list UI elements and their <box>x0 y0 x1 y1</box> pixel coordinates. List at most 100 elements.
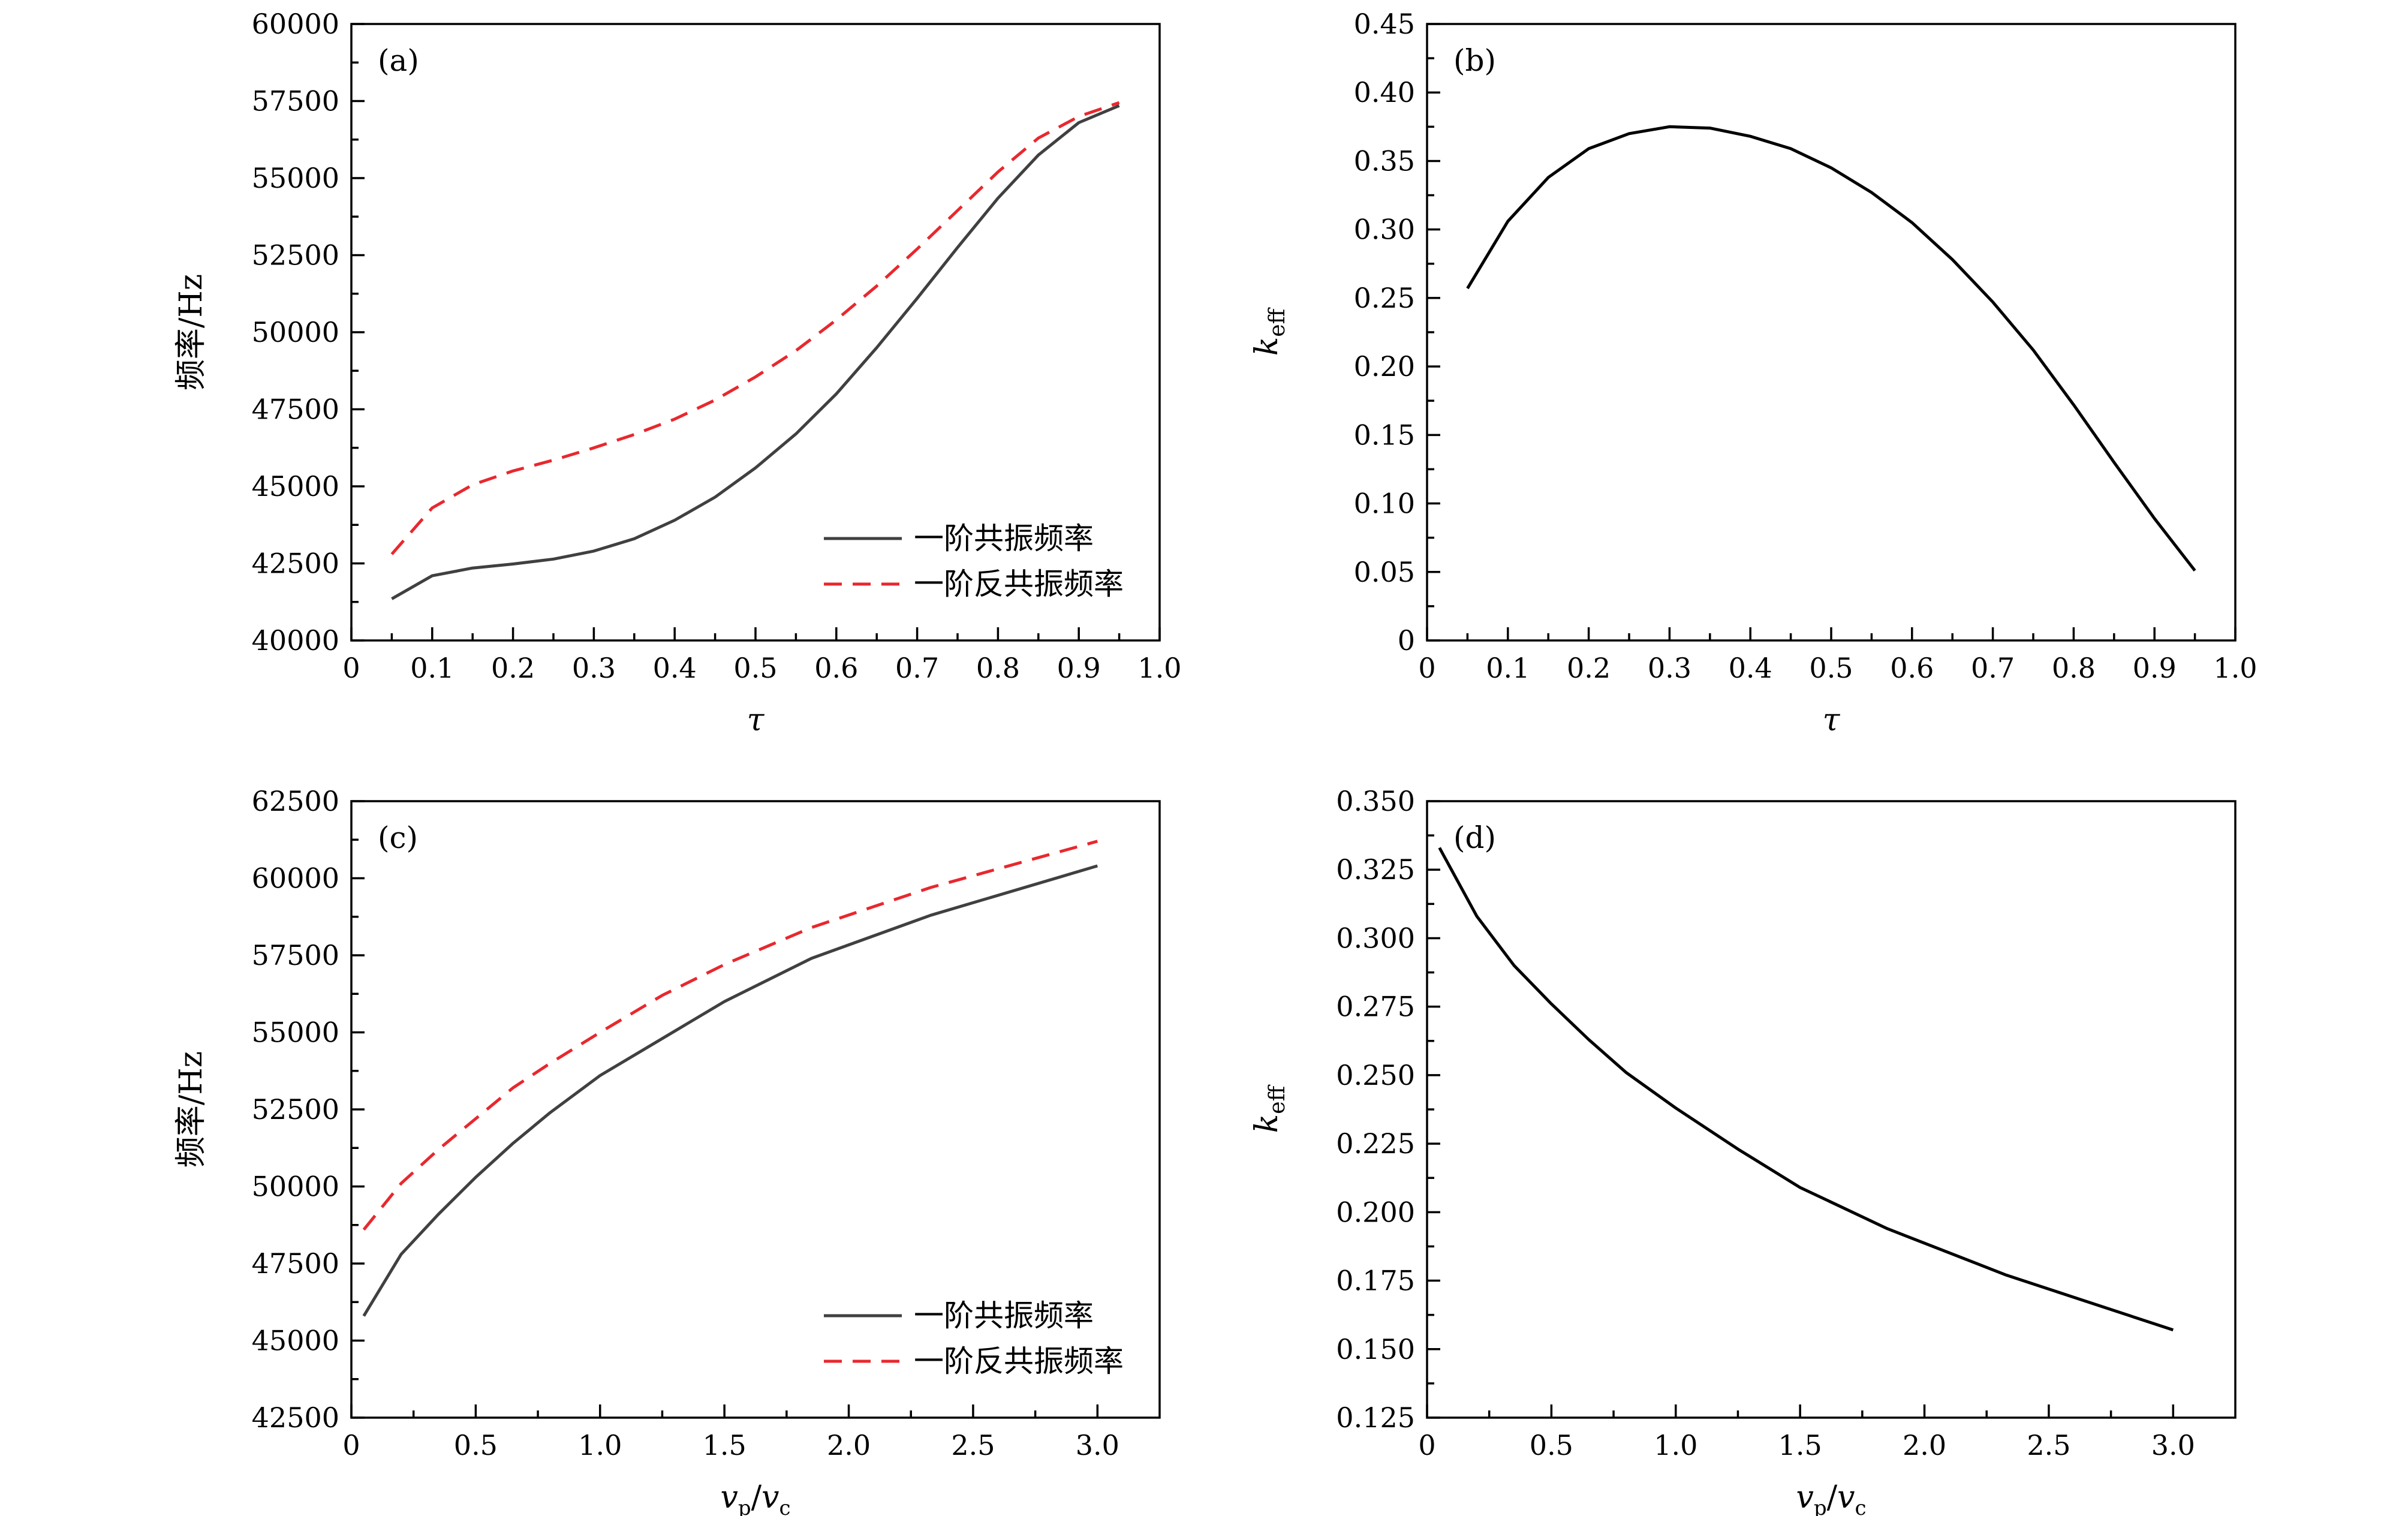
chart-d-ylabel: keff <box>1249 1084 1290 1133</box>
chart-a-xtick-label: 0.8 <box>976 652 1020 684</box>
chart-a-series-2-line <box>390 101 1120 555</box>
chart-b-panel-label: (b) <box>1453 43 1496 78</box>
chart-a-ytick-label: 52500 <box>252 239 339 272</box>
chart-a-xtick-label: 0.2 <box>491 652 535 684</box>
chart-a-xtick-label: 0.9 <box>1057 652 1101 684</box>
chart-d-xtick-label: 1.5 <box>1778 1429 1822 1461</box>
chart-b-ytick-label: 0 <box>1398 624 1415 657</box>
chart-c-series-2-line <box>362 840 1098 1231</box>
chart-c: 0 0.5 1.0 1.5 2.0 2.5 3.0 42500 45000 47500 50000 5… <box>173 785 1161 1516</box>
chart-d-series-1-line <box>1438 847 2174 1332</box>
chart-b-xtick-label: 0.9 <box>2133 652 2177 684</box>
chart-d-ytick-label: 0.275 <box>1336 991 1415 1023</box>
chart-d-xtick-label: 1.0 <box>1654 1429 1697 1461</box>
chart-a-ytick-label: 40000 <box>252 624 339 657</box>
chart-b-xtick-label: 0.3 <box>1648 652 1691 684</box>
chart-a-ytick-label: 50000 <box>252 316 339 348</box>
chart-d-ytick-label: 0.250 <box>1336 1059 1415 1091</box>
chart-a-ytick-label: 42500 <box>252 548 339 580</box>
chart-a: 0 0.1 0.2 0.3 0.4 0.5 0.6 0.7 0.8 0.9 1.0 40000 4250… <box>173 8 1182 738</box>
chart-b-frame <box>1426 23 2237 642</box>
chart-b-xlabel: τ <box>1823 702 1841 738</box>
chart-d-frame <box>1426 800 2237 1419</box>
chart-b-xtick-label: 1.0 <box>2213 652 2257 684</box>
chart-a-xtick-label: 0.4 <box>653 652 697 684</box>
chart-c-xtick-label: 0.5 <box>454 1429 498 1461</box>
chart-c-series-1-line <box>362 864 1098 1317</box>
chart-b-ytick-label: 0.40 <box>1354 76 1415 109</box>
chart-b-ytick-label: 0.15 <box>1354 419 1415 451</box>
chart-a-legend-label-1: 一阶共振频率 <box>914 521 1094 556</box>
chart-a-panel-label: (a) <box>378 43 419 78</box>
chart-b-ytick-label: 0.05 <box>1354 556 1415 588</box>
chart-a-ytick-label: 57500 <box>252 85 339 118</box>
chart-d-ytick-label: 0.325 <box>1336 853 1415 886</box>
chart-d-xtick-label: 0.5 <box>1530 1429 1573 1461</box>
chart-c-xlabel: vp/vc <box>720 1479 790 1516</box>
chart-c-ytick-label: 62500 <box>252 785 339 817</box>
chart-d-xtick-label: 2.5 <box>2027 1429 2070 1461</box>
chart-a-ytick-label: 55000 <box>252 162 339 194</box>
chart-b-xtick-label: 0.4 <box>1729 652 1772 684</box>
chart-b-xtick-label: 0.7 <box>1971 652 2015 684</box>
chart-c-xtick-label: 1.5 <box>703 1429 747 1461</box>
chart-b-ytick-label: 0.30 <box>1354 213 1415 246</box>
chart-b-xtick-label: 0.5 <box>1809 652 1853 684</box>
chart-a-xtick-label: 1.0 <box>1137 652 1181 684</box>
chart-a-ytick-label: 60000 <box>252 8 339 40</box>
chart-c-xtick-label: 1.0 <box>578 1429 622 1461</box>
chart-b-ytick-label: 0.25 <box>1354 282 1415 314</box>
chart-d-xtick-label: 0 <box>1418 1429 1435 1461</box>
chart-c-ytick-label: 52500 <box>252 1093 339 1126</box>
chart-c-xtick-label: 2.5 <box>951 1429 995 1461</box>
chart-d: 0 0.5 1.0 1.5 2.0 2.5 3.0 0.125 0.150 0.175 0.200 0… <box>1249 785 2237 1516</box>
chart-a-legend-label-2: 一阶反共振频率 <box>914 567 1124 601</box>
chart-d-panel-label: (d) <box>1453 820 1496 855</box>
chart-c-panel-label: (c) <box>378 820 418 855</box>
chart-b-xtick-label: 0 <box>1418 652 1435 684</box>
chart-d-xlabel: vp/vc <box>1796 1479 1866 1516</box>
chart-d-ytick-label: 0.300 <box>1336 922 1415 954</box>
chart-a-xtick-label: 0.1 <box>410 652 454 684</box>
chart-b-ylabel: keff <box>1249 307 1290 356</box>
chart-b-ytick-label: 0.20 <box>1354 350 1415 383</box>
chart-c-ytick-label: 55000 <box>252 1016 339 1049</box>
chart-a-xtick-label: 0 <box>342 652 360 684</box>
chart-c-xtick-label: 0 <box>342 1429 360 1461</box>
chart-c-ytick-label: 45000 <box>252 1325 339 1357</box>
chart-c-ytick-label: 50000 <box>252 1171 339 1203</box>
chart-a-xlabel: τ <box>747 702 765 738</box>
chart-d-ytick-label: 0.200 <box>1336 1196 1415 1228</box>
chart-a-xtick-label: 0.3 <box>572 652 616 684</box>
chart-b-xtick-label: 0.1 <box>1486 652 1530 684</box>
chart-a-ytick-label: 45000 <box>252 470 339 503</box>
chart-a-xtick-label: 0.7 <box>895 652 939 684</box>
chart-d-ytick-label: 0.225 <box>1336 1127 1415 1160</box>
chart-b-xtick-label: 0.2 <box>1567 652 1611 684</box>
chart-d-ytick-label: 0.175 <box>1336 1265 1415 1297</box>
chart-a-series-1-line <box>391 104 1120 600</box>
chart-d-xtick-label: 3.0 <box>2151 1429 2195 1461</box>
chart-d-xtick-label: 2.0 <box>1903 1429 1946 1461</box>
chart-c-ylabel: 频率/Hz <box>173 1051 209 1168</box>
chart-a-ylabel: 频率/Hz <box>173 274 209 390</box>
chart-c-ytick-label: 47500 <box>252 1247 339 1280</box>
chart-b-ytick-label: 0.35 <box>1354 145 1415 177</box>
chart-b: 0 0.1 0.2 0.3 0.4 0.5 0.6 0.7 0.8 0.9 1.0 0 0.05 0.10… <box>1249 8 2258 738</box>
chart-c-legend-label-1: 一阶共振频率 <box>914 1298 1094 1333</box>
chart-b-series-1-line <box>1466 125 2196 572</box>
chart-a-ytick-label: 47500 <box>252 393 339 426</box>
chart-c-xtick-label: 2.0 <box>827 1429 871 1461</box>
chart-c-ytick-label: 42500 <box>252 1401 339 1434</box>
chart-a-xtick-label: 0.5 <box>733 652 777 684</box>
chart-b-xtick-label: 0.8 <box>2052 652 2096 684</box>
chart-d-ytick-label: 0.350 <box>1336 785 1415 817</box>
chart-b-ytick-label: 0.10 <box>1354 488 1415 520</box>
chart-b-ytick-label: 0.45 <box>1354 8 1415 40</box>
chart-c-ytick-label: 60000 <box>252 862 339 895</box>
chart-d-ytick-label: 0.150 <box>1336 1333 1415 1365</box>
chart-c-ytick-label: 57500 <box>252 939 339 971</box>
chart-a-xtick-label: 0.6 <box>814 652 858 684</box>
chart-d-ytick-label: 0.125 <box>1336 1401 1415 1434</box>
